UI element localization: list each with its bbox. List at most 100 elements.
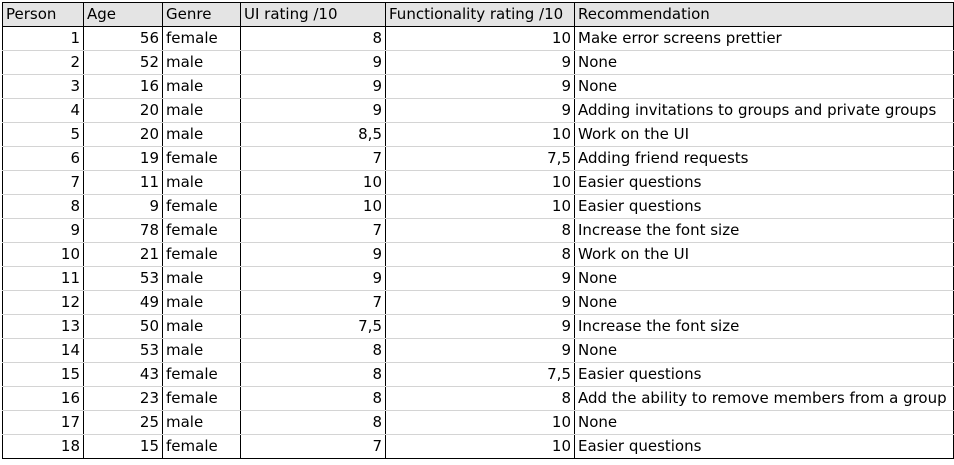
cell-ui-rating[interactable]: 10 xyxy=(240,170,386,195)
cell-functionality-rating[interactable]: 9 xyxy=(385,50,575,75)
cell-age[interactable]: 20 xyxy=(83,122,163,147)
cell-age[interactable]: 15 xyxy=(83,434,163,459)
cell-functionality-rating[interactable]: 10 xyxy=(385,26,575,51)
cell-person[interactable]: 6 xyxy=(2,146,84,171)
cell-functionality-rating[interactable]: 8 xyxy=(385,242,575,267)
cell-recommendation[interactable]: None xyxy=(574,410,954,435)
cell-age[interactable]: 43 xyxy=(83,362,163,387)
cell-age[interactable]: 50 xyxy=(83,314,163,339)
cell-ui-rating[interactable]: 9 xyxy=(240,98,386,123)
cell-ui-rating[interactable]: 7 xyxy=(240,290,386,315)
cell-age[interactable]: 21 xyxy=(83,242,163,267)
cell-ui-rating[interactable]: 9 xyxy=(240,50,386,75)
cell-person[interactable]: 1 xyxy=(2,26,84,51)
cell-ui-rating[interactable]: 8,5 xyxy=(240,122,386,147)
cell-person[interactable]: 18 xyxy=(2,434,84,459)
cell-age[interactable]: 9 xyxy=(83,194,163,219)
cell-genre[interactable]: male xyxy=(162,266,241,291)
cell-recommendation[interactable]: Increase the font size xyxy=(574,218,954,243)
cell-genre[interactable]: male xyxy=(162,410,241,435)
cell-genre[interactable]: female xyxy=(162,386,241,411)
cell-genre[interactable]: female xyxy=(162,242,241,267)
cell-person[interactable]: 5 xyxy=(2,122,84,147)
cell-genre[interactable]: female xyxy=(162,26,241,51)
cell-functionality-rating[interactable]: 8 xyxy=(385,386,575,411)
cell-genre[interactable]: male xyxy=(162,170,241,195)
cell-recommendation[interactable]: Easier questions xyxy=(574,170,954,195)
cell-genre[interactable]: female xyxy=(162,146,241,171)
header-genre[interactable]: Genre xyxy=(162,2,241,27)
cell-age[interactable]: 25 xyxy=(83,410,163,435)
cell-age[interactable]: 53 xyxy=(83,338,163,363)
cell-age[interactable]: 11 xyxy=(83,170,163,195)
cell-ui-rating[interactable]: 8 xyxy=(240,338,386,363)
cell-age[interactable]: 56 xyxy=(83,26,163,51)
cell-age[interactable]: 53 xyxy=(83,266,163,291)
cell-recommendation[interactable]: Adding friend requests xyxy=(574,146,954,171)
cell-person[interactable]: 2 xyxy=(2,50,84,75)
cell-person[interactable]: 4 xyxy=(2,98,84,123)
cell-age[interactable]: 20 xyxy=(83,98,163,123)
cell-functionality-rating[interactable]: 9 xyxy=(385,98,575,123)
cell-functionality-rating[interactable]: 9 xyxy=(385,290,575,315)
header-ui-rating[interactable]: UI rating /10 xyxy=(240,2,386,27)
cell-ui-rating[interactable]: 7,5 xyxy=(240,314,386,339)
cell-age[interactable]: 52 xyxy=(83,50,163,75)
cell-person[interactable]: 14 xyxy=(2,338,84,363)
cell-functionality-rating[interactable]: 9 xyxy=(385,338,575,363)
cell-person[interactable]: 7 xyxy=(2,170,84,195)
cell-functionality-rating[interactable]: 10 xyxy=(385,410,575,435)
cell-person[interactable]: 12 xyxy=(2,290,84,315)
cell-ui-rating[interactable]: 9 xyxy=(240,266,386,291)
cell-genre[interactable]: female xyxy=(162,194,241,219)
cell-genre[interactable]: male xyxy=(162,98,241,123)
cell-person[interactable]: 9 xyxy=(2,218,84,243)
cell-genre[interactable]: female xyxy=(162,362,241,387)
cell-person[interactable]: 17 xyxy=(2,410,84,435)
cell-genre[interactable]: male xyxy=(162,50,241,75)
cell-recommendation[interactable]: None xyxy=(574,266,954,291)
header-recommendation[interactable]: Recommendation xyxy=(574,2,954,27)
header-age[interactable]: Age xyxy=(83,2,163,27)
cell-functionality-rating[interactable]: 10 xyxy=(385,122,575,147)
cell-genre[interactable]: male xyxy=(162,74,241,99)
cell-age[interactable]: 23 xyxy=(83,386,163,411)
cell-functionality-rating[interactable]: 8 xyxy=(385,218,575,243)
cell-ui-rating[interactable]: 8 xyxy=(240,26,386,51)
cell-genre[interactable]: male xyxy=(162,338,241,363)
cell-recommendation[interactable]: None xyxy=(574,290,954,315)
header-person[interactable]: Person xyxy=(2,2,84,27)
cell-age[interactable]: 49 xyxy=(83,290,163,315)
cell-ui-rating[interactable]: 9 xyxy=(240,242,386,267)
cell-recommendation[interactable]: Add the ability to remove members from a… xyxy=(574,386,954,411)
cell-functionality-rating[interactable]: 7,5 xyxy=(385,362,575,387)
cell-recommendation[interactable]: Adding invitations to groups and private… xyxy=(574,98,954,123)
cell-functionality-rating[interactable]: 9 xyxy=(385,266,575,291)
cell-genre[interactable]: female xyxy=(162,434,241,459)
cell-functionality-rating[interactable]: 7,5 xyxy=(385,146,575,171)
cell-genre[interactable]: male xyxy=(162,122,241,147)
cell-functionality-rating[interactable]: 9 xyxy=(385,74,575,99)
cell-functionality-rating[interactable]: 10 xyxy=(385,194,575,219)
cell-ui-rating[interactable]: 8 xyxy=(240,386,386,411)
cell-recommendation[interactable]: Make error screens prettier xyxy=(574,26,954,51)
cell-recommendation[interactable]: Easier questions xyxy=(574,194,954,219)
cell-age[interactable]: 78 xyxy=(83,218,163,243)
cell-ui-rating[interactable]: 7 xyxy=(240,218,386,243)
cell-functionality-rating[interactable]: 9 xyxy=(385,314,575,339)
cell-ui-rating[interactable]: 8 xyxy=(240,410,386,435)
cell-person[interactable]: 13 xyxy=(2,314,84,339)
cell-person[interactable]: 16 xyxy=(2,386,84,411)
cell-recommendation[interactable]: None xyxy=(574,50,954,75)
cell-genre[interactable]: male xyxy=(162,314,241,339)
cell-recommendation[interactable]: Increase the font size xyxy=(574,314,954,339)
cell-ui-rating[interactable]: 8 xyxy=(240,362,386,387)
cell-person[interactable]: 10 xyxy=(2,242,84,267)
cell-age[interactable]: 19 xyxy=(83,146,163,171)
cell-functionality-rating[interactable]: 10 xyxy=(385,170,575,195)
cell-person[interactable]: 8 xyxy=(2,194,84,219)
cell-ui-rating[interactable]: 9 xyxy=(240,74,386,99)
cell-age[interactable]: 16 xyxy=(83,74,163,99)
cell-genre[interactable]: female xyxy=(162,218,241,243)
cell-recommendation[interactable]: Work on the UI xyxy=(574,242,954,267)
